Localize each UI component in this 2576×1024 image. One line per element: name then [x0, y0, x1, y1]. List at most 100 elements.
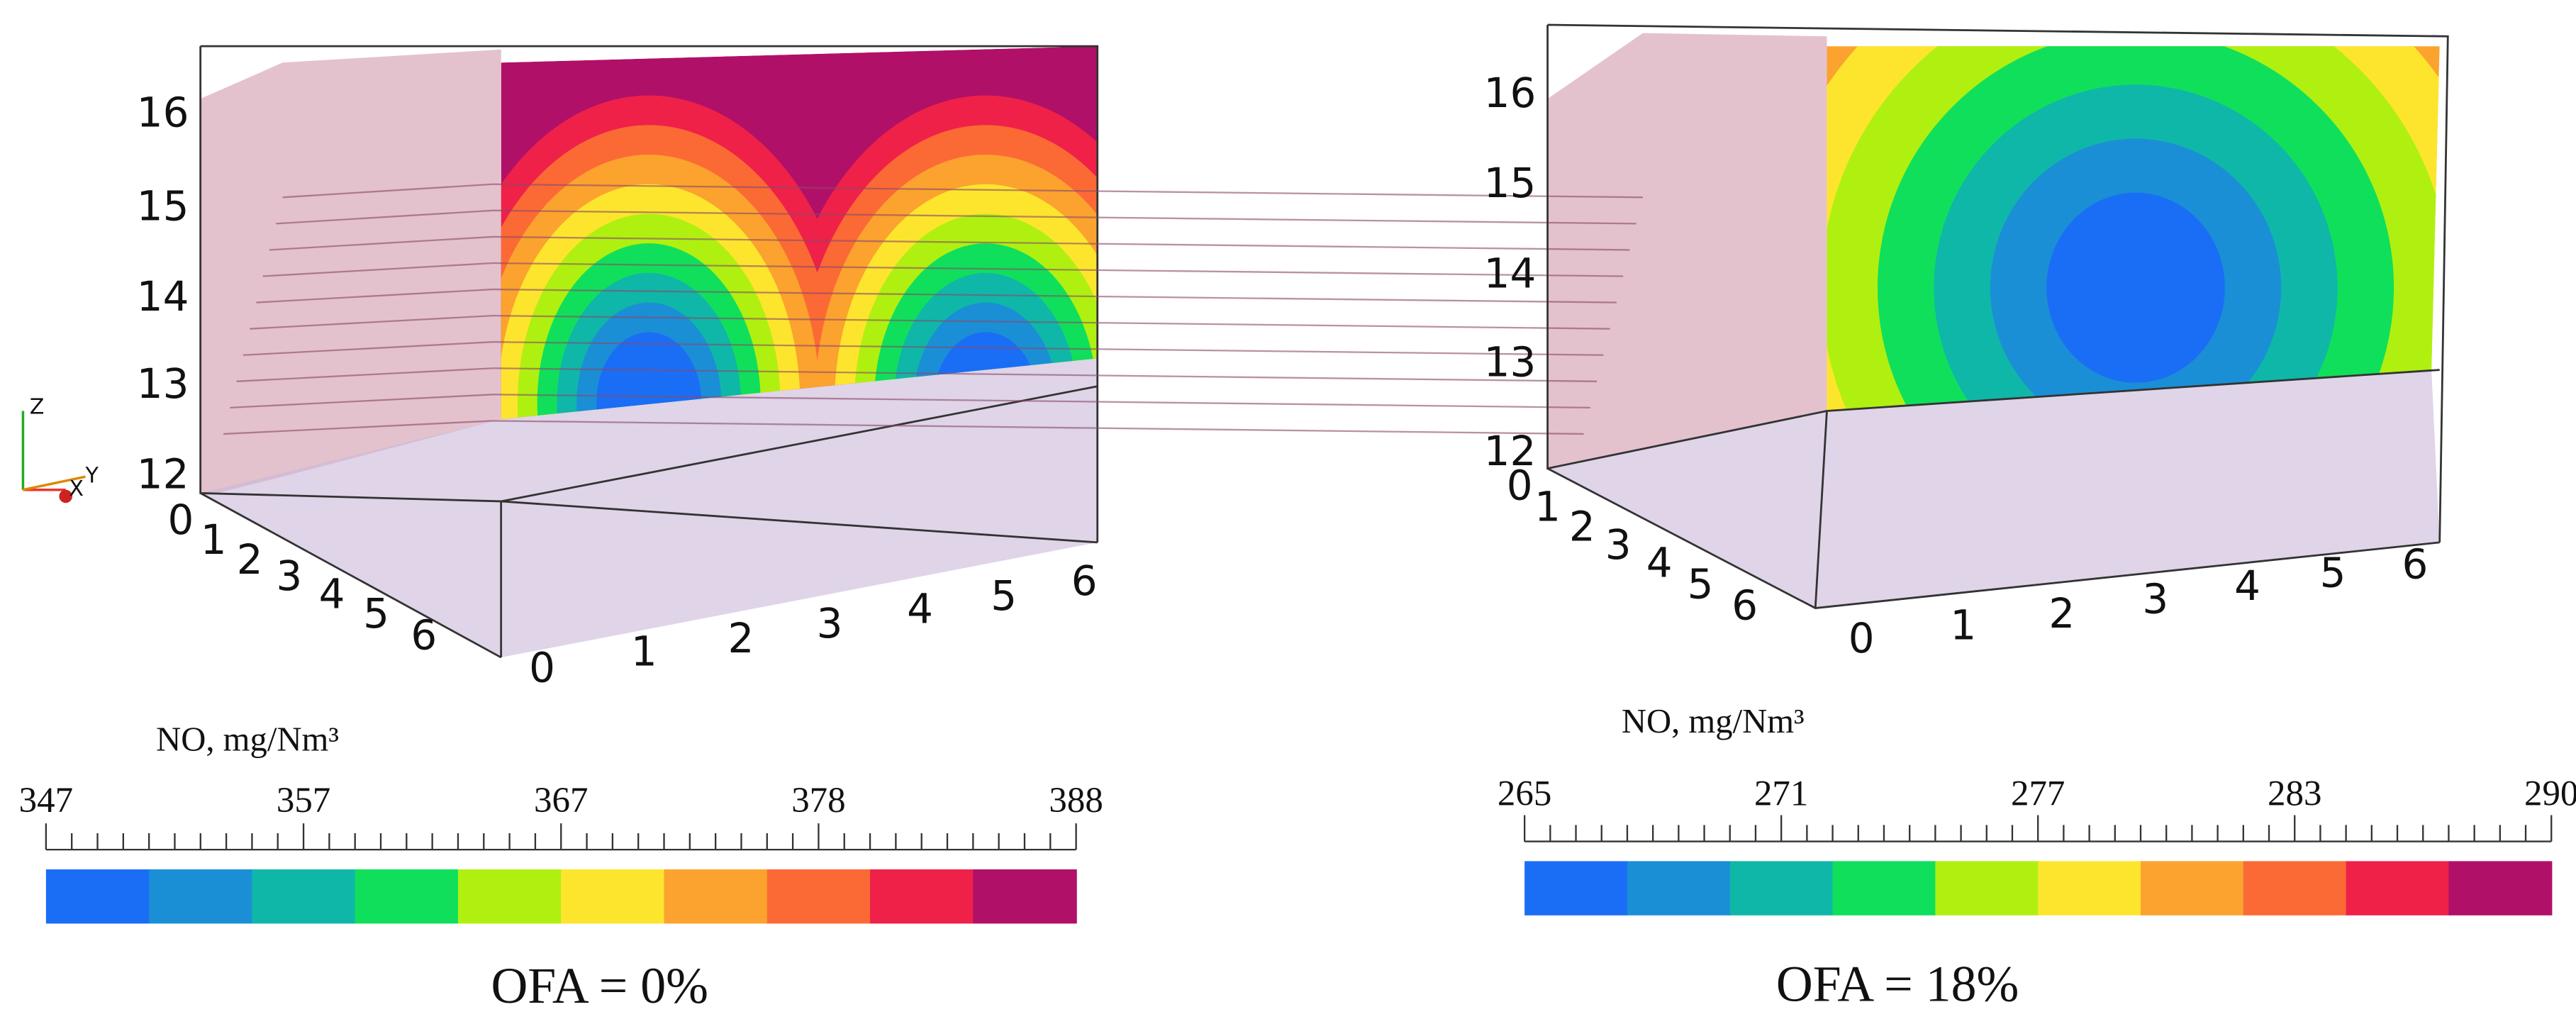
slice-edge [256, 288, 494, 304]
colorbar-tick-label: 265 [1498, 774, 1551, 814]
x-tick-label: 5 [991, 572, 1017, 620]
slice-edge [493, 235, 1630, 251]
z-tick-label: 13 [137, 360, 189, 408]
colorbar-swatch [1524, 861, 1629, 916]
x-tick-label: 1 [631, 628, 657, 676]
x-tick-label: 4 [907, 584, 933, 633]
slice-edge [269, 235, 494, 251]
slice-edge [276, 209, 494, 225]
slice-edge [223, 420, 494, 435]
colorbar-swatch [2448, 861, 2553, 916]
colorbar-swatch [664, 869, 768, 924]
colorbar-swatch [1729, 861, 1834, 916]
colorbar-swatch [1935, 861, 2039, 916]
colorbar-swatch [1832, 861, 1936, 916]
y-tick-label: 2 [237, 535, 263, 584]
colorbar-swatch [870, 869, 974, 924]
slice-edge [493, 183, 1643, 199]
slice-edge [493, 209, 1637, 225]
x-tick-label: 2 [728, 614, 754, 662]
colorbar-tick-label: 347 [19, 781, 73, 820]
slice-edge [493, 288, 1617, 304]
x-tick-label: 3 [817, 599, 843, 647]
x-tick-label: 0 [529, 644, 555, 692]
y-tick-label: 1 [201, 516, 227, 564]
colorbar-swatch [457, 869, 562, 924]
slice-edge [282, 183, 494, 199]
colorbar-tick-label: 271 [1754, 774, 1808, 814]
colorbar-tick-label: 290 [2524, 774, 2576, 814]
slice-edge [493, 367, 1598, 382]
axis-box [1546, 23, 2449, 609]
y-tick-label: 6 [1732, 581, 1758, 630]
z-tick-label: 15 [137, 182, 189, 230]
x-tick-label: 3 [2142, 574, 2168, 623]
axis-triad: Z Y X [21, 394, 99, 503]
slice-edge [230, 394, 494, 409]
x-tick-label: 6 [2402, 540, 2429, 589]
colorbar-tick-label: 283 [2268, 774, 2321, 814]
z-tick-label: 15 [1484, 159, 1537, 207]
colorbar-swatch [2243, 861, 2347, 916]
y-tick-label: 3 [1605, 521, 1632, 569]
x-tick-label: 1 [1950, 601, 1976, 649]
colorbar-label: NO, mg/Nm³ [1622, 702, 1805, 740]
colorbar-tick-label: 388 [1049, 781, 1103, 820]
slice-edge [236, 367, 494, 382]
colorbar-swatch [973, 869, 1077, 924]
y-tick-label: 5 [363, 589, 389, 638]
colorbar-tick-label: 357 [277, 781, 330, 820]
x-tick-label: 0 [1849, 614, 1875, 662]
colorbar-swatch [766, 869, 871, 924]
axis-box [199, 45, 1099, 659]
colorbar-label: NO, mg/Nm³ [156, 720, 339, 759]
slice-edge [493, 420, 1584, 435]
translucent-slices [1547, 33, 1827, 469]
y-tick-label: 4 [1646, 538, 1673, 586]
z-tick-label: 14 [1484, 250, 1537, 298]
slice-edge [250, 314, 494, 330]
y-tick-label: 6 [411, 611, 437, 659]
triad-label: Z [30, 394, 45, 419]
slice-edge [242, 341, 494, 356]
colorbar-swatch [2038, 861, 2142, 916]
colorbar-swatch [252, 869, 356, 924]
z-tick-label: 16 [137, 89, 189, 137]
z-tick-label: 12 [137, 450, 189, 498]
contour-band [2046, 192, 2225, 383]
floor-slice [200, 358, 1098, 658]
slice-edge [493, 394, 1590, 409]
x-tick-label: 6 [1071, 557, 1098, 605]
colorbar-swatch [149, 869, 253, 924]
colorbar-swatch [2141, 861, 2244, 916]
colorbar-swatch [1627, 861, 1731, 916]
z-tick-label: 12 [1484, 427, 1537, 475]
panel-caption: OFA = 18% [1776, 956, 2019, 1013]
colorbar-swatch [561, 869, 665, 924]
colorbar-swatch [45, 869, 150, 924]
colorbar-swatch [2346, 861, 2450, 916]
colorbar-tick-label: 277 [2011, 774, 2065, 814]
colorbar-tick-label: 378 [791, 781, 845, 820]
colorbar-swatch [355, 869, 459, 924]
z-tick-label: 16 [1484, 69, 1537, 117]
z-tick-label: 14 [137, 272, 189, 321]
x-tick-label: 2 [2048, 589, 2075, 638]
triad-label: Y [84, 464, 99, 489]
slice-edge [262, 262, 494, 277]
y-tick-label: 0 [167, 496, 194, 544]
y-tick-label: 4 [319, 569, 345, 618]
y-tick-label: 5 [1688, 560, 1714, 608]
floor-slice [1547, 369, 2440, 608]
triad-label: X [69, 477, 84, 501]
x-tick-label: 4 [2234, 562, 2260, 610]
colorbar-tick-label: 367 [534, 781, 588, 820]
y-tick-label: 1 [1534, 483, 1561, 531]
panel-caption: OFA = 0% [491, 957, 708, 1014]
y-tick-label: 2 [1569, 502, 1595, 550]
y-tick-label: 3 [276, 552, 302, 600]
